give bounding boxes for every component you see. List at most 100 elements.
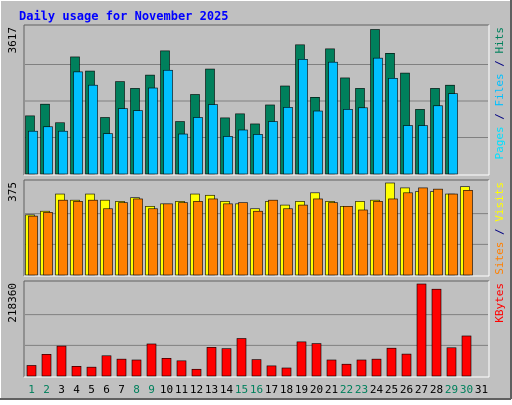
x-tick-label: 5: [88, 383, 95, 396]
panel-hits_files_pages: 3617 Pages / Files / Hits: [6, 24, 506, 176]
bar-files-day-24: [373, 57, 383, 175]
legend-entry: KBytes: [493, 283, 506, 323]
bar-files-day-26: [403, 125, 413, 175]
bar-files-day-27: [418, 125, 428, 175]
x-tick-label: 15: [235, 383, 248, 396]
x-tick-label: 16: [250, 383, 263, 396]
bar-kbytes-day-28: [431, 288, 442, 377]
x-tick-label: 30: [460, 383, 473, 396]
bar-sites-day-30: [463, 190, 473, 276]
x-tick-label: 3: [58, 383, 65, 396]
bar-files-day-4: [73, 71, 83, 175]
bar-files-day-23: [358, 107, 368, 175]
bar-kbytes-day-1: [26, 365, 37, 377]
bar-kbytes-day-30: [461, 335, 472, 377]
legend-entry: Sites: [493, 242, 506, 275]
y-max-label: 375: [6, 182, 19, 202]
bar-sites-day-4: [73, 201, 83, 276]
bar-kbytes-day-12: [191, 368, 202, 377]
bar-kbytes-day-10: [161, 358, 172, 377]
x-tick-label: 23: [355, 383, 368, 396]
y-max-label: 218360: [6, 283, 19, 323]
bar-sites-day-13: [208, 198, 218, 276]
bar-kbytes-day-11: [176, 360, 187, 377]
bar-files-day-21: [328, 61, 338, 175]
legend-entry: /: [493, 54, 506, 74]
x-tick-label: 10: [160, 383, 173, 396]
bar-files-day-3: [58, 130, 68, 175]
bar-sites-day-5: [88, 199, 98, 276]
x-tick-label: 19: [295, 383, 308, 396]
bar-files-day-5: [88, 84, 98, 175]
x-tick-label: 28: [430, 383, 443, 396]
bar-files-day-18: [283, 107, 293, 175]
bar-files-day-1: [28, 130, 38, 175]
x-tick-label: 7: [118, 383, 125, 396]
x-tick-label: 20: [310, 383, 323, 396]
bar-files-day-10: [163, 69, 173, 175]
bar-sites-day-23: [358, 209, 368, 276]
axis-legend-label: Sites / Visits: [493, 182, 506, 275]
bar-kbytes-day-4: [71, 366, 82, 377]
bar-kbytes-day-16: [251, 359, 262, 377]
legend-entry: Pages: [493, 126, 506, 159]
x-tick-label: 18: [280, 383, 293, 396]
x-tick-label: 2: [43, 383, 50, 396]
x-tick-label: 1: [28, 383, 35, 396]
x-tick-label: 24: [370, 383, 384, 396]
bar-kbytes-day-9: [146, 343, 157, 377]
bar-sites-day-27: [418, 187, 428, 276]
x-tick-label: 13: [205, 383, 218, 396]
bar-kbytes-day-19: [296, 341, 307, 377]
x-tick-label: 17: [265, 383, 278, 396]
bar-files-day-11: [178, 133, 188, 175]
bar-sites-day-18: [283, 208, 293, 276]
bar-files-day-16: [253, 134, 263, 175]
x-tick-label: 27: [415, 383, 428, 396]
bar-kbytes-day-7: [116, 358, 127, 377]
axis-legend-label: Pages / Files / Hits: [493, 27, 506, 160]
bar-sites-day-19: [298, 204, 308, 276]
bar-files-day-2: [43, 126, 53, 175]
bar-files-day-17: [268, 121, 278, 175]
bar-files-day-25: [388, 78, 398, 175]
bar-sites-day-24: [373, 201, 383, 276]
x-tick-label: 14: [220, 383, 234, 396]
bar-sites-day-7: [118, 202, 128, 276]
bars: [25, 182, 473, 276]
x-tick-label: 12: [190, 383, 203, 396]
bar-files-day-14: [223, 136, 233, 175]
bar-sites-day-22: [343, 206, 353, 276]
bar-sites-day-11: [178, 202, 188, 276]
bar-kbytes-day-29: [446, 347, 457, 377]
x-axis-labels: 1 2 3 4 5 6 7 8 9 10 11 12 13 14 15 16 17 18 19 20 21 22 23 24 2…: [28, 383, 488, 396]
bar-files-day-19: [298, 59, 308, 175]
legend-entry: Files: [493, 73, 506, 106]
bar-sites-day-14: [223, 203, 233, 276]
bar-sites-day-20: [313, 198, 323, 276]
bar-files-day-8: [133, 110, 143, 175]
bar-kbytes-day-14: [221, 348, 232, 377]
panel-kbytes: 218360 KBytes: [6, 280, 506, 378]
bar-files-day-13: [208, 104, 218, 175]
x-tick-label: 21: [325, 383, 338, 396]
bar-kbytes-day-17: [266, 365, 277, 377]
bar-sites-day-3: [58, 199, 68, 276]
bar-sites-day-25: [388, 198, 398, 276]
bar-sites-day-15: [238, 202, 248, 276]
bar-kbytes-day-26: [401, 353, 412, 377]
bar-kbytes-day-15: [236, 338, 247, 377]
x-tick-label: 9: [148, 383, 155, 396]
legend-entry: /: [493, 107, 506, 127]
bar-sites-day-12: [193, 201, 203, 276]
x-tick-label: 25: [385, 383, 398, 396]
y-max-label: 3617: [6, 27, 19, 54]
bar-sites-day-10: [163, 203, 173, 276]
legend-entry: /: [493, 222, 506, 242]
bar-kbytes-day-3: [56, 345, 67, 377]
bar-kbytes-day-23: [356, 359, 367, 377]
legend-entry: Hits: [493, 27, 506, 54]
bar-kbytes-day-25: [386, 347, 397, 377]
